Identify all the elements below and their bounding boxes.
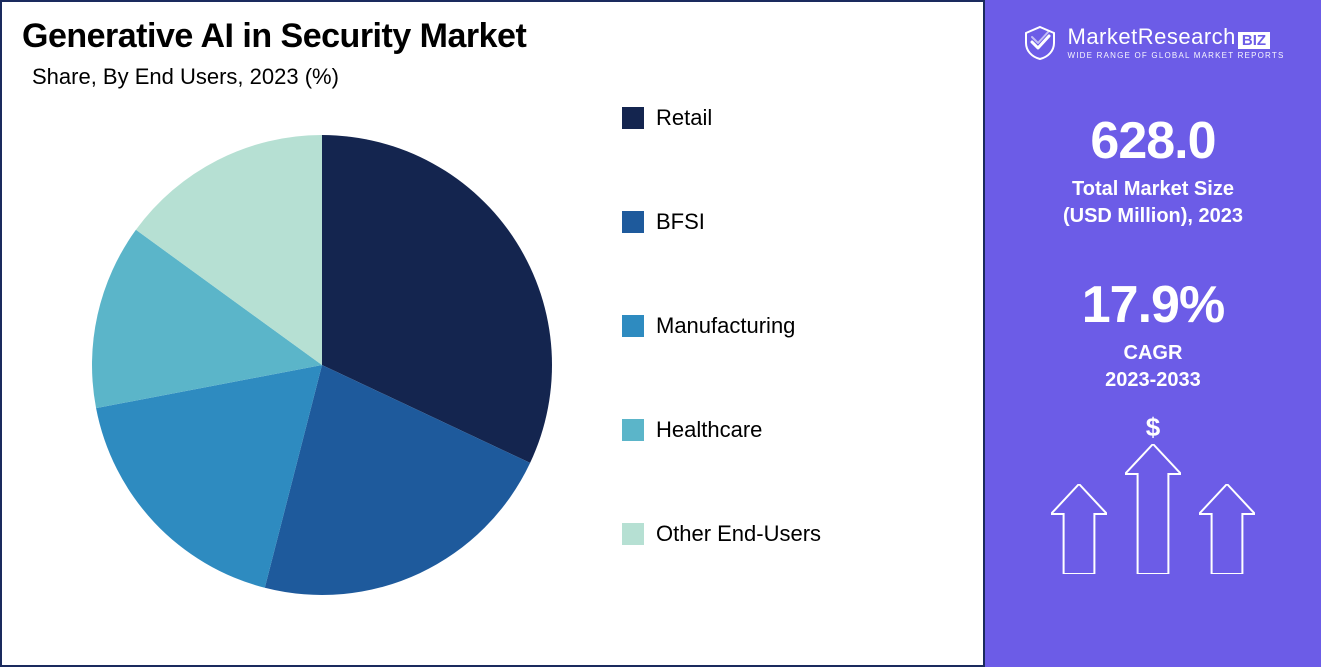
legend-label: Manufacturing <box>656 313 795 339</box>
legend-item: Healthcare <box>622 417 821 443</box>
chart-area: Retail BFSI Manufacturing Healthcare Other E… <box>22 95 963 635</box>
arrow-up-icon: $ <box>1125 444 1181 574</box>
arrow-up-icon <box>1199 484 1255 574</box>
legend-swatch <box>622 419 644 441</box>
stats-panel: MarketResearchBIZ WIDE RANGE OF GLOBAL M… <box>985 0 1321 667</box>
legend-label: Healthcare <box>656 417 762 443</box>
stat-label: Total Market Size (USD Million), 2023 <box>1063 176 1243 230</box>
legend-swatch <box>622 107 644 129</box>
growth-arrows-icon: $ <box>1051 444 1255 574</box>
legend-swatch <box>622 211 644 233</box>
legend-item: Manufacturing <box>622 313 821 339</box>
dollar-icon: $ <box>1146 412 1160 443</box>
brand-tagline: WIDE RANGE OF GLOBAL MARKET REPORTS <box>1068 52 1285 60</box>
legend-label: Retail <box>656 105 712 131</box>
chart-title: Generative AI in Security Market <box>22 17 963 56</box>
legend-swatch <box>622 523 644 545</box>
stat-cagr: 17.9% CAGR 2023-2033 <box>1082 275 1224 394</box>
legend-label: Other End-Users <box>656 521 821 547</box>
brand-logo: MarketResearchBIZ WIDE RANGE OF GLOBAL M… <box>1022 25 1285 61</box>
brand-text: MarketResearchBIZ WIDE RANGE OF GLOBAL M… <box>1068 26 1285 59</box>
stat-market-size: 628.0 Total Market Size (USD Million), 2… <box>1063 111 1243 230</box>
chart-panel: Generative AI in Security Market Share, … <box>0 0 985 667</box>
stat-label: CAGR 2023-2033 <box>1082 340 1224 394</box>
stat-value: 17.9% <box>1082 275 1224 335</box>
legend-label: BFSI <box>656 209 705 235</box>
pie-chart <box>52 95 592 635</box>
legend-item: BFSI <box>622 209 821 235</box>
brand-check-icon <box>1022 25 1058 61</box>
legend: Retail BFSI Manufacturing Healthcare Other E… <box>622 105 821 547</box>
legend-item: Other End-Users <box>622 521 821 547</box>
chart-subtitle: Share, By End Users, 2023 (%) <box>32 64 963 90</box>
brand-name-suffix: BIZ <box>1238 32 1270 49</box>
arrow-up-icon <box>1051 484 1107 574</box>
legend-swatch <box>622 315 644 337</box>
brand-name-prefix: MarketResearch <box>1068 24 1236 49</box>
stat-value: 628.0 <box>1063 111 1243 171</box>
legend-item: Retail <box>622 105 821 131</box>
